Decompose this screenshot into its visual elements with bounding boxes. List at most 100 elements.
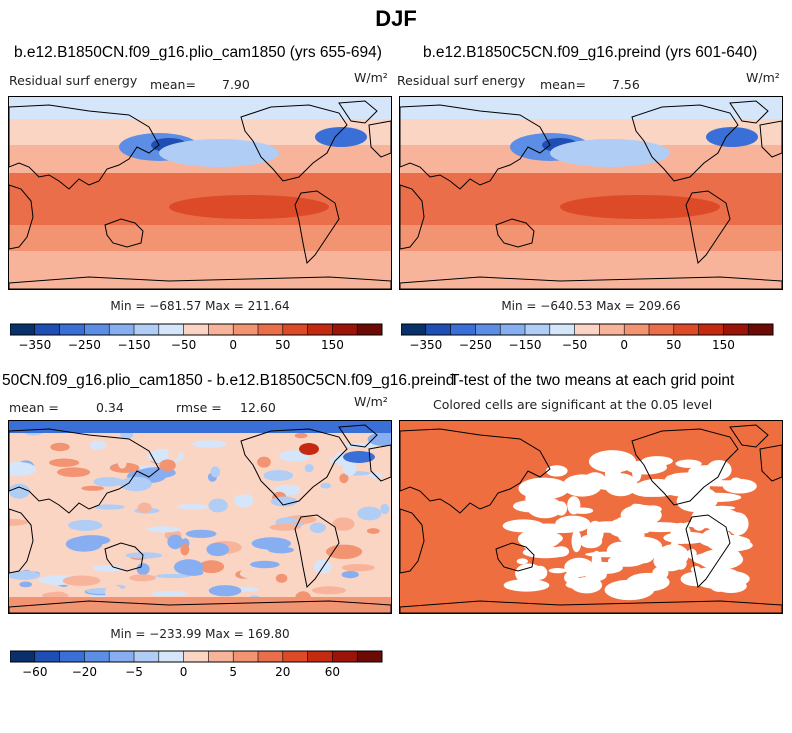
north-america-outline bbox=[631, 104, 739, 182]
noise-patch bbox=[251, 537, 291, 550]
insignificant-patch bbox=[548, 568, 567, 574]
antarctica-outline bbox=[9, 276, 391, 289]
colorbar-segment bbox=[109, 324, 135, 335]
panel3-min-max: Min = −233.99 Max = 169.80 bbox=[110, 627, 290, 641]
gulf-stream-patch bbox=[706, 127, 758, 147]
colorbar-segment bbox=[10, 651, 36, 662]
north-america-outline bbox=[240, 104, 348, 182]
colorbar-tick-label: 0 bbox=[229, 338, 237, 352]
noise-patch bbox=[343, 442, 379, 448]
colorbar-tick-label: −350 bbox=[409, 338, 442, 352]
panel3-units: W/m² bbox=[354, 394, 388, 409]
noise-patch bbox=[129, 574, 156, 582]
noise-patch bbox=[68, 519, 103, 531]
field-band bbox=[9, 225, 391, 251]
colorbar-segment bbox=[599, 324, 625, 335]
panel4-title: T-test of the two means at each grid poi… bbox=[450, 372, 735, 389]
asia-outline bbox=[400, 428, 551, 514]
noise-patch bbox=[50, 442, 70, 452]
figure-title: DJF bbox=[375, 6, 417, 31]
panel3-map bbox=[8, 420, 392, 614]
colorbar-tick-label: 150 bbox=[321, 338, 344, 352]
insignificant-patch bbox=[586, 521, 632, 533]
noise-patch bbox=[93, 477, 124, 487]
noise-patch bbox=[62, 575, 101, 586]
insignificant-patch bbox=[546, 465, 568, 477]
noise-patch bbox=[210, 466, 221, 478]
noise-patch bbox=[185, 529, 217, 538]
noise-patch bbox=[117, 457, 127, 469]
insignificant-patch bbox=[639, 527, 650, 534]
noise-patch bbox=[367, 432, 391, 446]
africa-outline bbox=[9, 508, 34, 574]
colorbar-segment bbox=[332, 324, 358, 335]
noise-patch bbox=[92, 565, 123, 572]
colorbar-segment bbox=[158, 324, 184, 335]
field-band bbox=[9, 97, 391, 119]
noise-patch bbox=[341, 571, 359, 579]
colorbar-segment bbox=[59, 651, 85, 662]
noise-patch bbox=[239, 568, 269, 579]
colorbar-tick-label: −50 bbox=[562, 338, 587, 352]
africa-outline bbox=[9, 184, 34, 250]
insignificant-patch bbox=[579, 534, 603, 549]
insignificant-patch bbox=[715, 579, 747, 593]
insignificant-patch bbox=[708, 505, 736, 510]
noise-patch bbox=[137, 502, 152, 514]
insignificant-patch bbox=[604, 579, 655, 601]
insignificant-patch bbox=[585, 568, 607, 582]
noise-patch bbox=[9, 483, 30, 499]
insignificant-patch bbox=[503, 579, 550, 592]
noise-patch bbox=[269, 523, 301, 531]
insignificant-patch bbox=[517, 529, 561, 550]
colorbar-segment bbox=[258, 324, 284, 335]
noise-patch bbox=[155, 573, 191, 579]
insignificant-patch bbox=[516, 558, 528, 565]
colorbar-segment bbox=[208, 651, 234, 662]
noise-patch bbox=[311, 586, 346, 595]
noise-patch bbox=[267, 503, 285, 516]
colorbar-tick-label: −250 bbox=[68, 338, 101, 352]
north-america-outline bbox=[240, 428, 348, 506]
noise-patch bbox=[192, 440, 227, 448]
greenland-outline bbox=[338, 100, 378, 124]
insignificant-patch bbox=[731, 477, 742, 483]
greenland-outline bbox=[729, 424, 769, 448]
south-america-outline bbox=[294, 190, 340, 265]
panel1-map bbox=[8, 96, 392, 290]
noise-patch bbox=[342, 461, 357, 476]
colorbar-segment bbox=[748, 324, 774, 335]
colorbar-segment bbox=[332, 651, 358, 662]
panel3-rmse-label: rmse = bbox=[176, 400, 222, 415]
panel1-mean-value: 7.90 bbox=[222, 77, 250, 92]
noise-patch bbox=[81, 485, 105, 491]
noise-patch bbox=[309, 522, 326, 533]
panel2-mean-label: mean= bbox=[540, 77, 586, 92]
insignificant-patch bbox=[565, 579, 602, 590]
colorbar-segment bbox=[134, 651, 160, 662]
noise-patch bbox=[57, 467, 91, 477]
noise-patch bbox=[136, 563, 150, 576]
antarctica-outline bbox=[400, 600, 782, 613]
noise-patch bbox=[208, 498, 228, 513]
colorbar-segment bbox=[649, 324, 675, 335]
noise-patch bbox=[294, 432, 308, 439]
noise-patch bbox=[146, 526, 181, 533]
panel4-subtitle: Colored cells are significant at the 0.0… bbox=[433, 397, 713, 412]
colorbar-segment bbox=[307, 651, 333, 662]
noise-patch bbox=[93, 504, 125, 510]
insignificant-patch bbox=[571, 530, 582, 553]
noise-patch bbox=[167, 534, 183, 550]
colorbar-segment bbox=[282, 324, 308, 335]
colorbar-segment bbox=[401, 324, 427, 335]
noise-patch bbox=[48, 507, 89, 512]
noise-patch bbox=[380, 503, 390, 515]
insignificant-patch bbox=[705, 547, 742, 568]
panel2-map bbox=[399, 96, 783, 290]
europe-outline bbox=[368, 444, 391, 482]
panel2-mean-value: 7.56 bbox=[612, 77, 640, 92]
colorbar-tick-label: −50 bbox=[171, 338, 196, 352]
noise-patch bbox=[50, 591, 66, 597]
labrador-cold-patch bbox=[343, 451, 375, 463]
noise-patch bbox=[176, 504, 209, 510]
